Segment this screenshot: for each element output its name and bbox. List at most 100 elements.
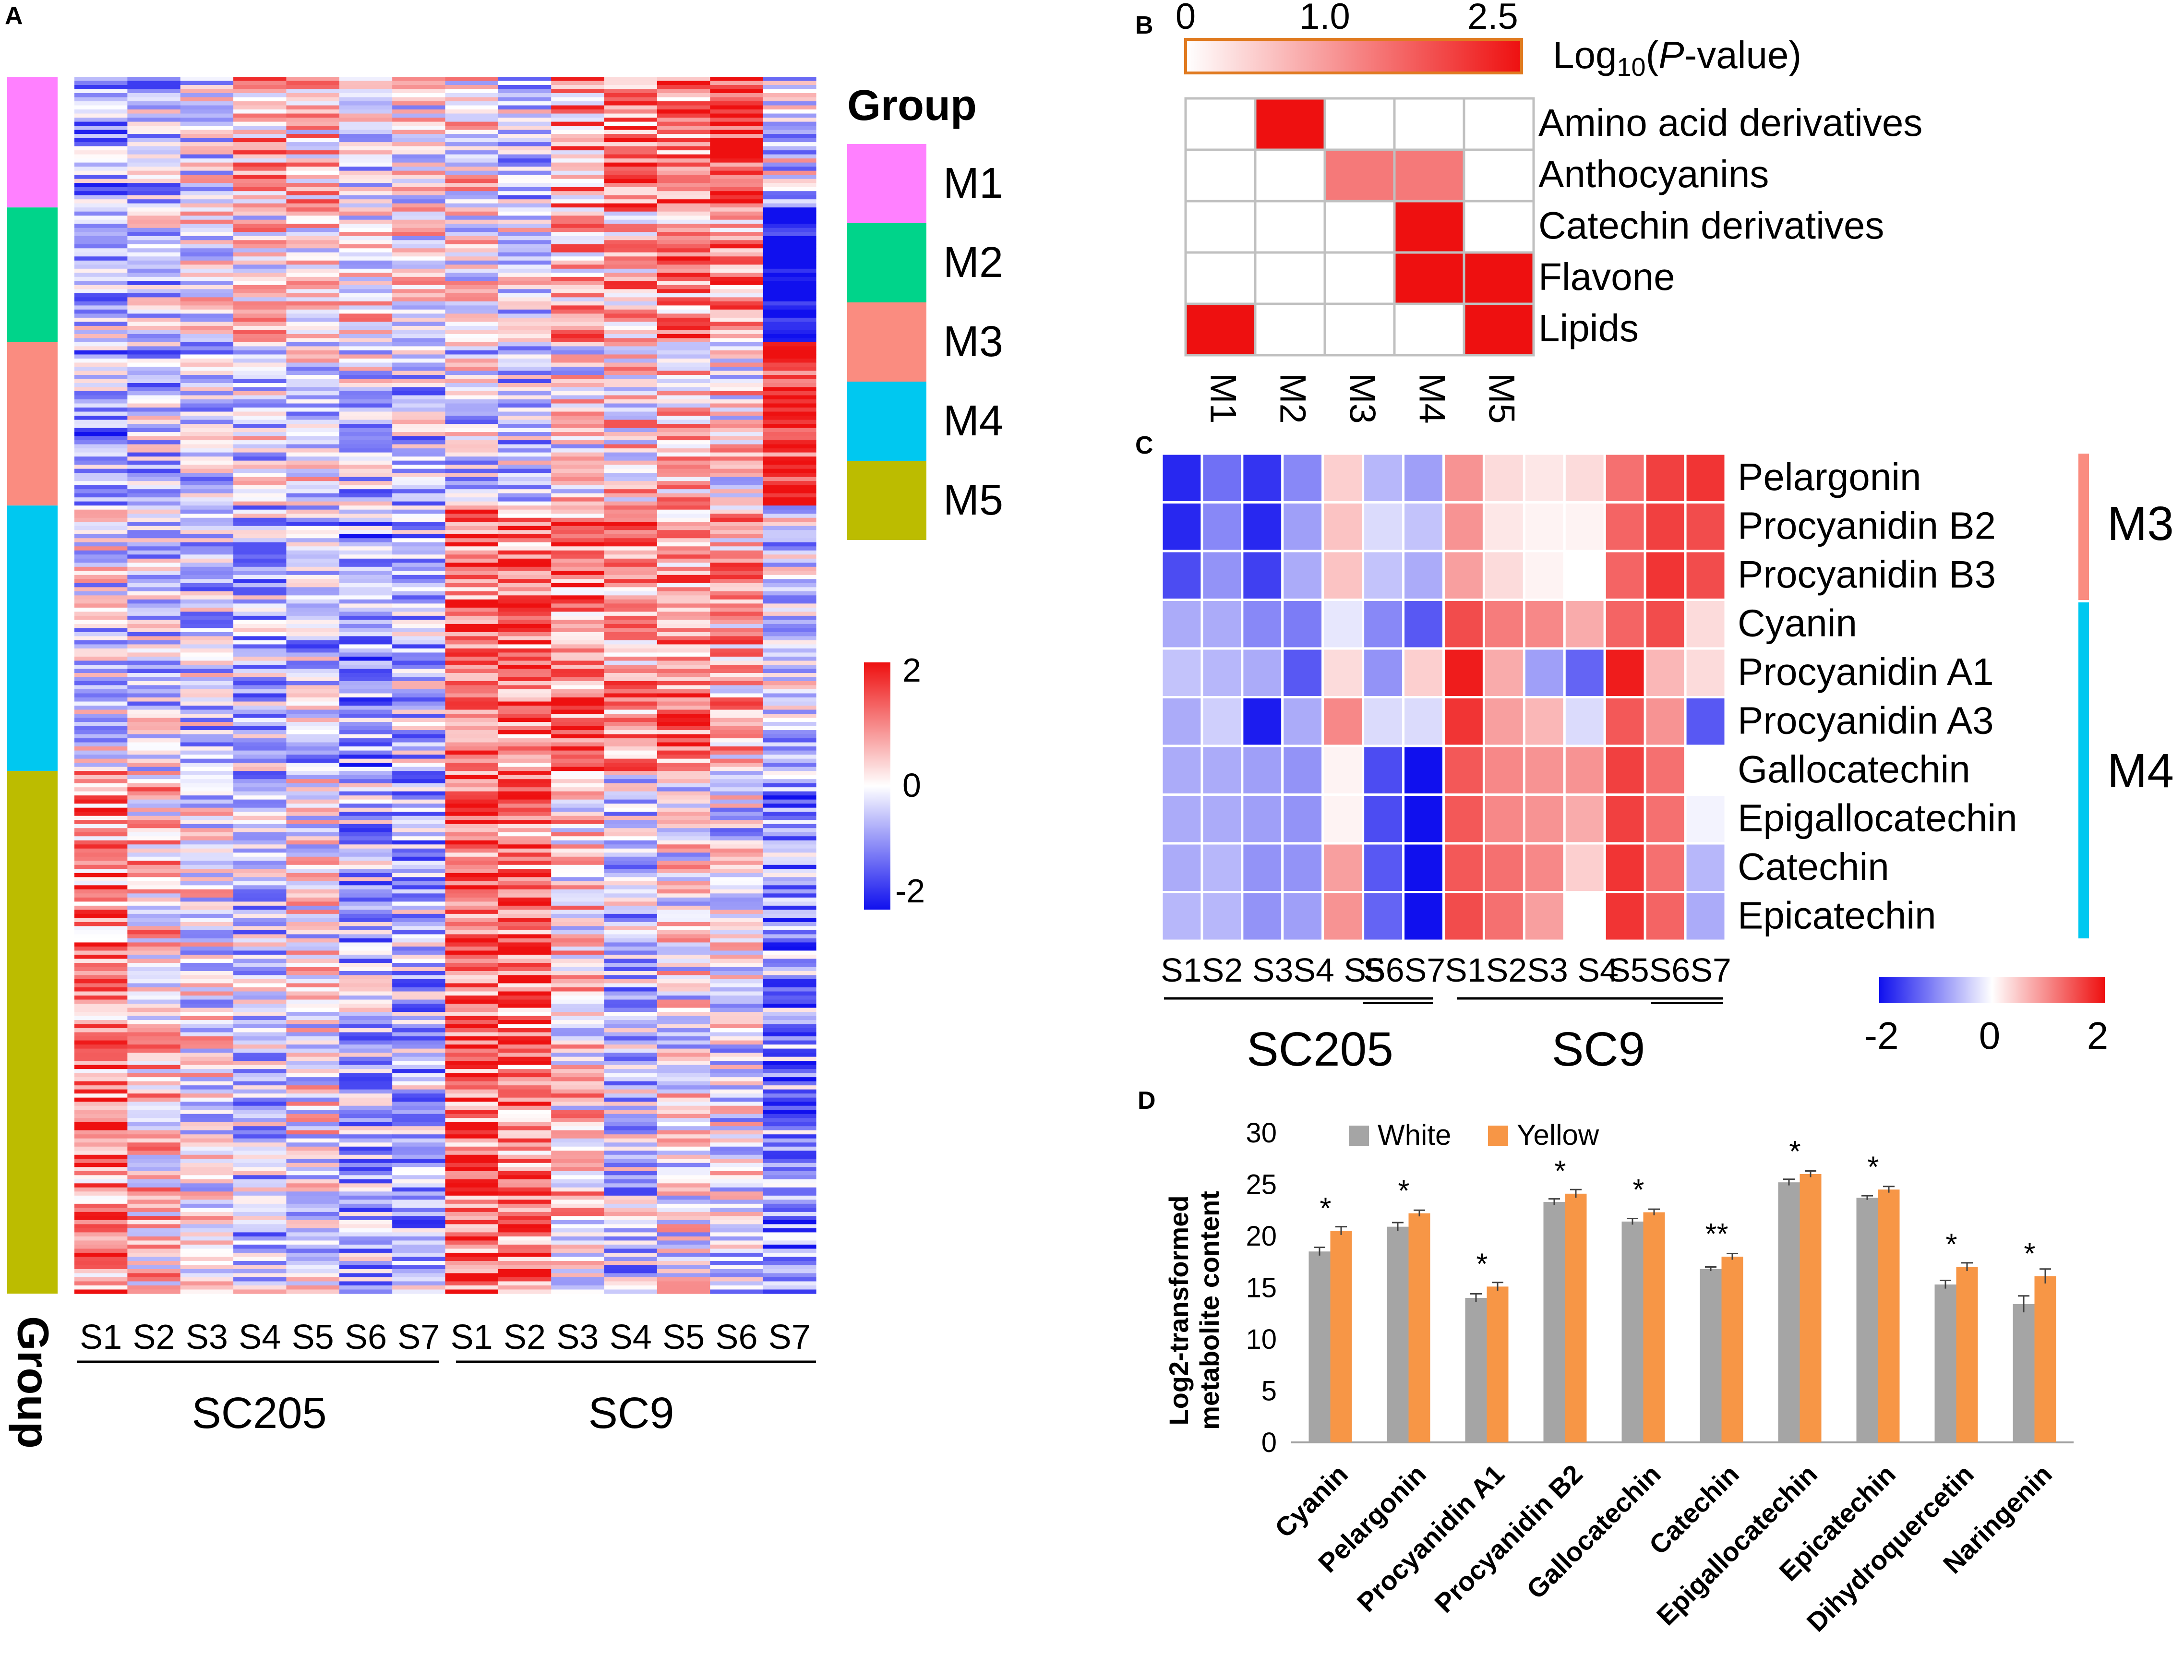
panel-a-heat-cell (74, 742, 128, 747)
panel-a-heat-cell (180, 1105, 234, 1110)
panel-a-heat-cell (498, 191, 552, 196)
panel-a-heat-cell (445, 714, 499, 719)
panel-a-heat-cell (339, 1077, 393, 1082)
panel-a-heat-cell (710, 554, 764, 559)
panel-a-heat-cell (657, 648, 710, 653)
panel-a-heat-cell (445, 1036, 499, 1041)
panel-a-heat-cell (763, 444, 816, 449)
panel-a-heat-cell (233, 583, 287, 588)
panel-a-heat-cell (498, 538, 552, 543)
panel-a-heat-cell (657, 832, 710, 837)
panel-a-heat-cell (551, 566, 605, 571)
panel-a-heat-cell (180, 297, 234, 302)
panel-a-heat-cell (392, 954, 446, 960)
panel-a-heat-cell (763, 1179, 816, 1184)
panel-a-heat-cell (710, 832, 764, 837)
panel-a-heat-cell (127, 301, 181, 306)
panel-c-colorbar-tick-min: -2 (1864, 1014, 1898, 1057)
panel-a-heat-cell (339, 771, 393, 776)
panel-a-heat-cell (180, 1212, 234, 1216)
panel-a-heat-cell (339, 240, 393, 245)
panel-a-heat-cell (339, 599, 393, 604)
panel-a-heat-cell (180, 1069, 234, 1074)
panel-a-heat-cell (498, 1257, 552, 1261)
panel-a-heat-cell (339, 1203, 393, 1208)
panel-a-heat-cell (604, 252, 658, 257)
panel-a-heat-cell (180, 1114, 234, 1118)
panel-a-heat-cell (498, 1105, 552, 1110)
panel-a-heat-cell (392, 959, 446, 963)
panel-b: B 0 1.0 2.5 Log10(P-value) Amino acid de… (1135, 0, 1922, 424)
panel-a-heat-cell (498, 1097, 552, 1102)
panel-a-heat-cell (445, 693, 499, 698)
panel-a-heat-cell (233, 219, 287, 224)
panel-a-heat-cell (127, 987, 181, 992)
panel-c-heat-cell (1442, 891, 1485, 942)
panel-a-heat-cell (127, 309, 181, 314)
panel-a-heat-cell (551, 105, 605, 110)
panel-a-heat-cell (657, 497, 710, 502)
panel-a-heat-cell (392, 893, 446, 898)
panel-a-heat-cell (180, 873, 234, 877)
panel-a-heat-cell (74, 325, 128, 331)
panel-a-heat-cell (445, 856, 499, 861)
panel-a-heat-cell (339, 199, 393, 204)
panel-a-heat-cell (233, 672, 287, 678)
panel-a-heat-cell (604, 763, 658, 768)
panel-a-heat-cell (763, 1187, 816, 1192)
panel-a-heat-cell (233, 877, 287, 882)
panel-a-heat-cell (604, 881, 658, 886)
panel-a-heat-cell (339, 1073, 393, 1078)
panel-a-heat-cell (233, 938, 287, 943)
panel-d-y-tick: 5 (1261, 1376, 1277, 1407)
panel-a-heat-cell (233, 167, 287, 171)
panel-a-heat-cell (127, 1036, 181, 1041)
panel-a-heat-cell (286, 804, 340, 808)
panel-a-heat-cell (763, 387, 816, 392)
panel-a-heat-cell (233, 640, 287, 645)
panel-a-heat-cell (392, 554, 446, 559)
panel-a-heat-cell (763, 624, 816, 629)
panel-a-heat-cell (233, 881, 287, 886)
panel-a-heat-cell (498, 444, 552, 449)
panel-a-heat-cell (392, 501, 446, 506)
panel-a-heat-cell (445, 411, 499, 416)
panel-a-heat-cell (74, 374, 128, 380)
panel-a-heat-cell (127, 366, 181, 372)
panel-a-heat-cell (180, 938, 234, 943)
panel-a-heat-cell (604, 1065, 658, 1069)
panel-a-heat-cell (498, 934, 552, 939)
panel-a-heat-cell (339, 779, 393, 784)
panel-a-heat-cell (127, 1142, 181, 1147)
panel-a-heat-cell (339, 636, 393, 641)
panel-a-heat-cell (286, 571, 340, 576)
panel-a-heat-cell (127, 493, 181, 498)
panel-a-heat-cell (339, 1228, 393, 1233)
panel-a-heat-cell (286, 1097, 340, 1102)
panel-a-heat-cell (339, 248, 393, 253)
panel-a-heat-cell (74, 848, 128, 853)
panel-a-heat-cell (763, 395, 816, 400)
panel-a-heat-cell (339, 162, 393, 167)
panel-a-heat-cell (127, 848, 181, 853)
panel-a-heat-cell (180, 432, 234, 437)
panel-a-heat-cell (657, 170, 710, 175)
panel-a-heat-cell (127, 293, 181, 298)
panel-a-heat-cell (657, 1220, 710, 1224)
panel-a-heat-cell (498, 628, 552, 633)
panel-a-heat-cell (233, 1273, 287, 1278)
panel-a-heat-cell (657, 706, 710, 710)
panel-a-heat-cell (657, 881, 710, 886)
panel-a-heat-cell (498, 1093, 552, 1098)
panel-a-heat-cell (710, 240, 764, 245)
panel-a-heat-cell (604, 509, 658, 514)
panel-a-heat-cell (498, 767, 552, 771)
panel-a-heat-cell (180, 175, 234, 180)
panel-a-heat-cell (392, 1028, 446, 1033)
panel-a-heat-cell (710, 440, 764, 445)
panel-a-heat-cell (286, 983, 340, 988)
panel-a-heat-cell (127, 877, 181, 882)
panel-a-heat-cell (392, 473, 446, 478)
panel-a-heat-cell (233, 481, 287, 486)
panel-a-heat-cell (657, 1004, 710, 1008)
